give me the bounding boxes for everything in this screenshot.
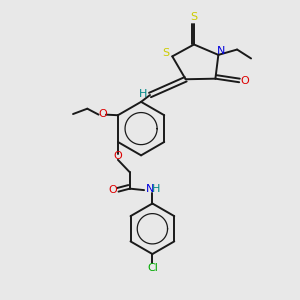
Text: O: O [98, 109, 107, 119]
Text: Cl: Cl [147, 263, 158, 273]
Text: O: O [240, 76, 249, 86]
Text: S: S [162, 48, 169, 59]
Text: S: S [190, 12, 198, 22]
Text: N: N [146, 184, 154, 194]
Text: H: H [138, 88, 147, 98]
Text: O: O [113, 151, 122, 161]
Text: N: N [217, 46, 225, 56]
Text: O: O [108, 185, 117, 195]
Text: H: H [152, 184, 160, 194]
